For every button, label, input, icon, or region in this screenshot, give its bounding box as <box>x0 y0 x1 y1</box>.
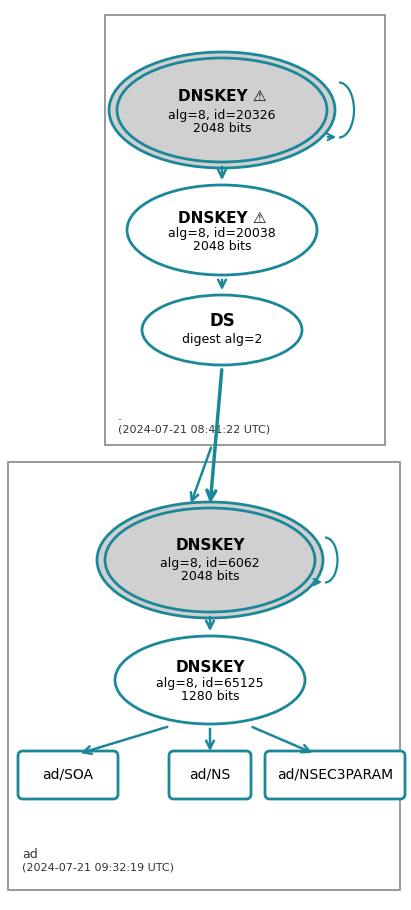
Text: 2048 bits: 2048 bits <box>193 239 251 252</box>
Text: alg=8, id=20038: alg=8, id=20038 <box>168 228 276 240</box>
FancyBboxPatch shape <box>169 751 251 799</box>
Text: alg=8, id=6062: alg=8, id=6062 <box>160 558 260 571</box>
FancyBboxPatch shape <box>265 751 405 799</box>
Ellipse shape <box>97 502 323 618</box>
Text: ad/NS: ad/NS <box>189 768 231 782</box>
Text: ad: ad <box>22 848 38 861</box>
Text: digest alg=2: digest alg=2 <box>182 332 262 346</box>
Ellipse shape <box>105 508 315 612</box>
Ellipse shape <box>115 636 305 724</box>
FancyBboxPatch shape <box>18 751 118 799</box>
Text: DNSKEY: DNSKEY <box>175 539 245 553</box>
Text: DNSKEY ⚠️: DNSKEY ⚠️ <box>178 210 266 226</box>
Text: alg=8, id=20326: alg=8, id=20326 <box>168 108 276 122</box>
Ellipse shape <box>127 185 317 275</box>
Text: .: . <box>118 410 122 423</box>
Ellipse shape <box>117 58 327 162</box>
Text: (2024-07-21 09:32:19 UTC): (2024-07-21 09:32:19 UTC) <box>22 863 174 873</box>
Text: 1280 bits: 1280 bits <box>181 690 239 703</box>
Text: (2024-07-21 08:41:22 UTC): (2024-07-21 08:41:22 UTC) <box>118 425 270 435</box>
Text: 2048 bits: 2048 bits <box>181 571 239 583</box>
Text: ad/NSEC3PARAM: ad/NSEC3PARAM <box>277 768 393 782</box>
Text: alg=8, id=65125: alg=8, id=65125 <box>156 678 264 691</box>
Text: ad/SOA: ad/SOA <box>42 768 93 782</box>
Ellipse shape <box>142 295 302 365</box>
Text: 2048 bits: 2048 bits <box>193 122 251 135</box>
FancyBboxPatch shape <box>8 462 400 890</box>
Text: DNSKEY ⚠️: DNSKEY ⚠️ <box>178 88 266 104</box>
FancyBboxPatch shape <box>105 15 385 445</box>
Text: DNSKEY: DNSKEY <box>175 661 245 675</box>
Ellipse shape <box>109 52 335 168</box>
Text: DS: DS <box>209 312 235 330</box>
